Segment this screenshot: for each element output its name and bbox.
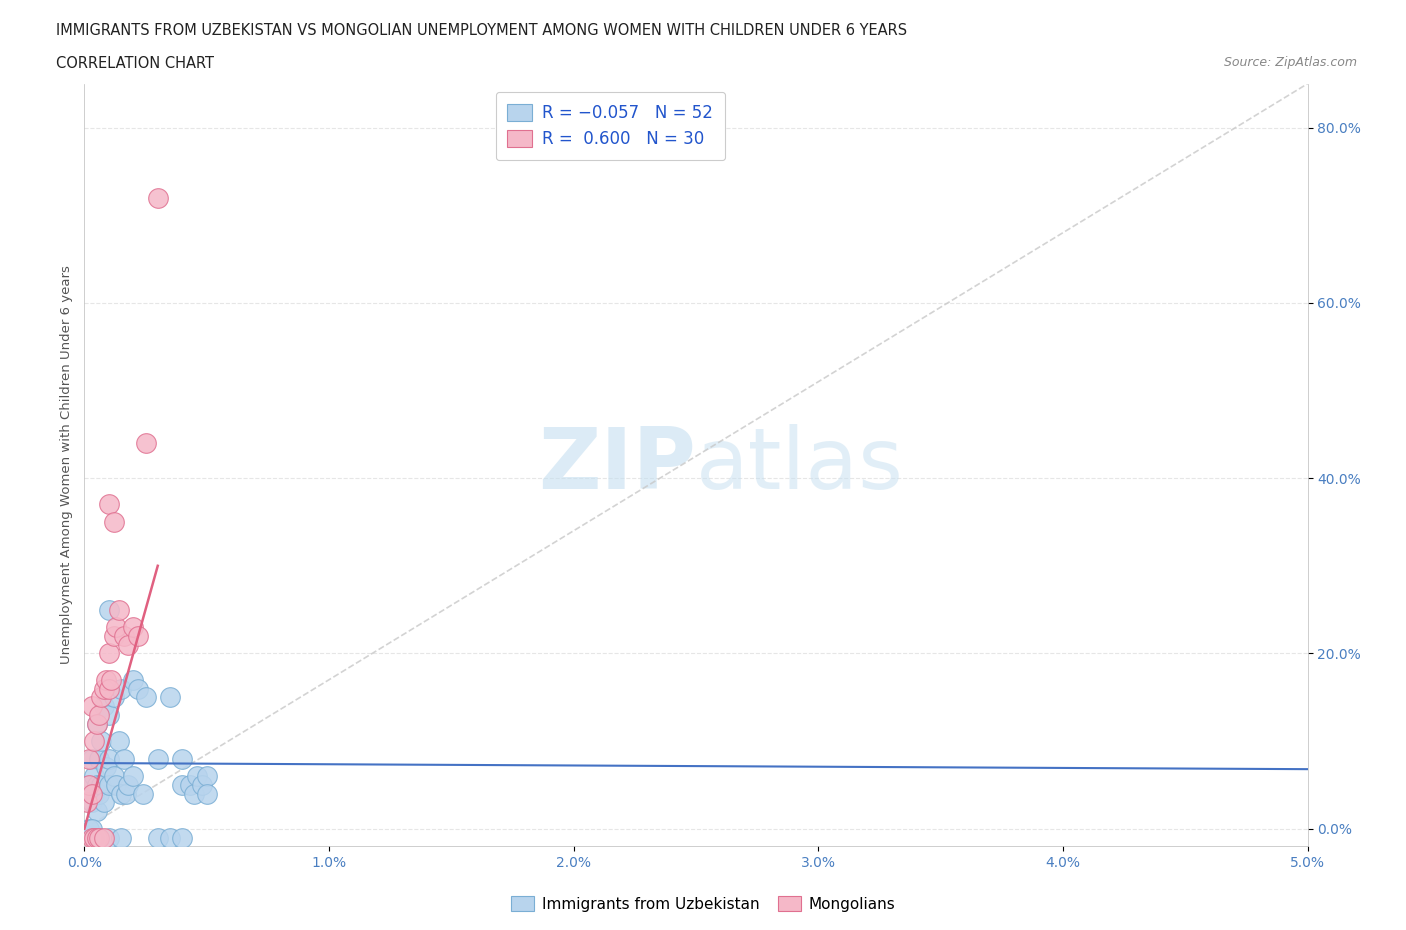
Point [96,760,118,775]
Point [107,603,129,618]
Point [122,619,145,634]
Point [103,690,125,705]
Point [93,830,115,845]
Point [76,795,98,810]
Point [97,646,120,661]
Legend: R = −0.057   N = 52, R =  0.600   N = 30: R = −0.057 N = 52, R = 0.600 N = 30 [496,92,725,160]
Point [122,769,145,784]
Point [191,777,214,792]
Point [115,786,138,801]
Point [86,830,108,845]
Point [86,804,108,818]
Point [97,777,120,792]
Point [90,777,112,792]
Point [80,698,103,713]
Point [93,698,115,713]
Point [97,603,120,618]
Point [135,690,157,705]
Point [105,619,128,634]
Point [93,795,115,810]
Point [100,672,122,687]
Point [90,734,112,749]
Point [86,716,108,731]
Point [80,786,103,801]
Point [172,830,194,845]
Point [83,734,105,749]
Point [195,786,218,801]
Point [186,769,208,784]
Point [103,629,125,644]
Point [103,514,125,529]
Point [159,830,181,845]
Point [97,497,120,512]
Point [87,751,110,766]
Point [77,777,100,792]
Point [77,821,100,836]
Point [83,769,105,784]
Y-axis label: Unemployment Among Women with Children Under 6 years: Unemployment Among Women with Children U… [60,266,73,664]
Point [83,830,105,845]
Point [97,708,120,723]
Point [97,751,120,766]
Point [103,769,125,784]
Point [86,716,108,731]
Point [146,751,169,766]
Point [93,681,115,696]
Point [110,681,132,696]
Point [105,777,128,792]
Text: atlas: atlas [696,423,904,507]
Point [110,786,132,801]
Legend: Immigrants from Uzbekistan, Mongolians: Immigrants from Uzbekistan, Mongolians [505,889,901,918]
Point [80,830,103,845]
Point [83,786,105,801]
Point [117,777,139,792]
Point [110,830,132,845]
Text: ZIP: ZIP [538,423,696,507]
Point [183,786,205,801]
Point [90,690,112,705]
Point [80,795,103,810]
Point [179,777,201,792]
Point [86,777,108,792]
Point [132,786,155,801]
Point [80,821,103,836]
Point [97,830,120,845]
Text: IMMIGRANTS FROM UZBEKISTAN VS MONGOLIAN UNEMPLOYMENT AMONG WOMEN WITH CHILDREN U: IMMIGRANTS FROM UZBEKISTAN VS MONGOLIAN … [56,23,907,38]
Text: Source: ZipAtlas.com: Source: ZipAtlas.com [1223,56,1357,69]
Point [127,681,149,696]
Point [87,708,110,723]
Point [127,629,149,644]
Point [80,751,103,766]
Point [96,672,118,687]
Point [97,681,120,696]
Point [172,777,194,792]
Point [172,751,194,766]
Point [117,637,139,652]
Point [107,734,129,749]
Point [86,830,108,845]
Point [87,830,110,845]
Text: CORRELATION CHART: CORRELATION CHART [56,56,214,71]
Point [83,830,105,845]
Point [195,769,218,784]
Point [146,191,169,206]
Point [159,690,181,705]
Point [112,629,135,644]
Point [77,777,100,792]
Point [77,751,100,766]
Point [135,435,157,450]
Point [146,830,169,845]
Point [122,672,145,687]
Point [87,830,110,845]
Point [112,751,135,766]
Point [87,786,110,801]
